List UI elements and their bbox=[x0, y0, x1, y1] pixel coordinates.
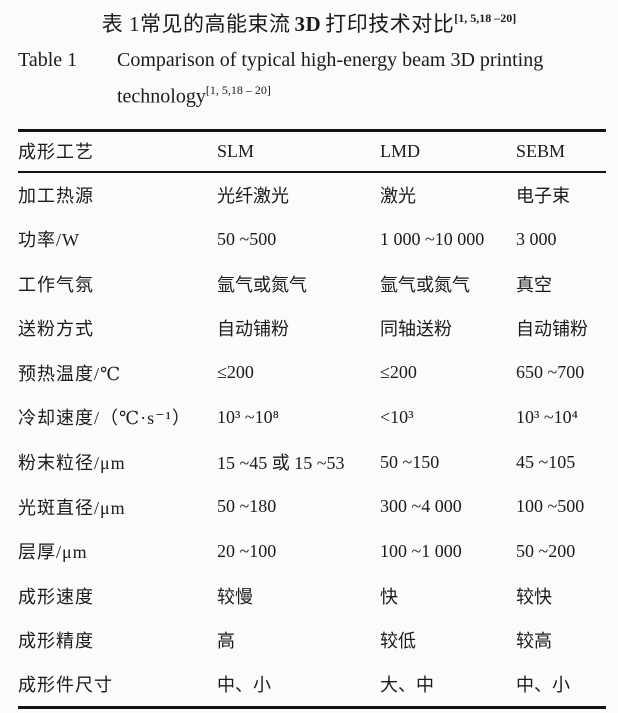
table-title-en-line2: technology bbox=[117, 85, 206, 108]
cell-slm: 10³ ~10⁸ bbox=[217, 406, 279, 427]
cell-slm: ≤200 bbox=[217, 362, 254, 383]
cell-sebm: 自动铺粉 bbox=[516, 319, 588, 340]
cell-slm: 自动铺粉 bbox=[217, 319, 289, 340]
table-title-zh-bold: 3D bbox=[294, 12, 322, 36]
cell-sebm: 电子束 bbox=[516, 185, 570, 206]
cell-lmd: 较低 bbox=[380, 631, 416, 652]
table-row: 成形件尺寸 中、小 大、中 中、小 bbox=[18, 663, 606, 708]
cell-sebm: 650 ~700 bbox=[516, 362, 585, 383]
cell-lmd: 快 bbox=[380, 586, 398, 607]
cell-sebm: 较高 bbox=[516, 631, 552, 652]
cell-lmd: 50 ~150 bbox=[380, 451, 440, 472]
cell-sebm: 真空 bbox=[516, 274, 552, 295]
row-label: 功率/W bbox=[18, 230, 80, 251]
table-header-row: 成形工艺 SLM LMD SEBM bbox=[18, 130, 606, 174]
cell-sebm: 50 ~200 bbox=[516, 540, 576, 561]
table-row: 送粉方式 自动铺粉 同轴送粉 自动铺粉 bbox=[18, 306, 606, 351]
citation-ref-en: [1, 5,18 – 20] bbox=[205, 83, 271, 97]
cell-sebm: 3 000 bbox=[516, 228, 557, 249]
table-row: 层厚/μm 20 ~100 100 ~1 000 50 ~200 bbox=[18, 529, 606, 574]
table-title-zh-text-2: 打印技术对比 bbox=[325, 12, 455, 36]
cell-lmd: ≤200 bbox=[380, 362, 417, 383]
row-label: 层厚/μm bbox=[18, 542, 88, 563]
cell-slm: 氩气或氮气 bbox=[217, 274, 307, 295]
cell-sebm: 较快 bbox=[516, 586, 552, 607]
cell-lmd: 激光 bbox=[380, 185, 416, 206]
column-header-slm: SLM bbox=[217, 130, 380, 174]
row-label: 冷却速度/（℃·s⁻¹） bbox=[18, 408, 192, 429]
table-row: 加工热源 光纤激光 激光 电子束 bbox=[18, 172, 606, 217]
cell-lmd: 氩气或氮气 bbox=[380, 274, 470, 295]
column-header-lmd: LMD bbox=[380, 130, 516, 174]
row-label: 送粉方式 bbox=[18, 319, 94, 340]
table-row: 成形速度 较慢 快 较快 bbox=[18, 574, 606, 619]
cell-sebm: 45 ~105 bbox=[516, 451, 576, 472]
cell-slm: 50 ~500 bbox=[217, 228, 277, 249]
cell-slm: 15 ~45 或 15 ~53 bbox=[217, 453, 345, 474]
row-label: 加工热源 bbox=[18, 185, 94, 206]
cell-lmd: 1 000 ~10 000 bbox=[380, 228, 485, 249]
cell-slm: 中、小 bbox=[217, 675, 271, 696]
table-row: 冷却速度/（℃·s⁻¹） 10³ ~10⁸ <10³ 10³ ~10⁴ bbox=[18, 395, 606, 440]
table-row: 预热温度/℃ ≤200 ≤200 650 ~700 bbox=[18, 351, 606, 396]
table-title-en: Table 1 Comparison of typical high-energ… bbox=[18, 45, 618, 113]
cell-lmd: 大、中 bbox=[380, 675, 434, 696]
row-label: 粉末粒径/μm bbox=[18, 453, 126, 474]
citation-ref-zh: [1, 5,18 –20] bbox=[454, 11, 517, 25]
table-row: 粉末粒径/μm 15 ~45 或 15 ~53 50 ~150 45 ~105 bbox=[18, 440, 606, 485]
table-row: 成形精度 高 较低 较高 bbox=[18, 618, 606, 663]
table-title-en-label: Table 1 bbox=[18, 49, 78, 71]
row-label: 光斑直径/μm bbox=[18, 497, 126, 518]
cell-lmd: <10³ bbox=[380, 406, 414, 427]
row-label: 预热温度/℃ bbox=[18, 363, 122, 384]
cell-lmd: 100 ~1 000 bbox=[380, 540, 462, 561]
cell-lmd: 同轴送粉 bbox=[380, 319, 452, 340]
cell-sebm: 中、小 bbox=[516, 675, 570, 696]
column-header-process: 成形工艺 bbox=[18, 130, 217, 174]
table-title-en-text: Comparison of typical high-energy beam 3… bbox=[117, 45, 607, 113]
comparison-table: 成形工艺 SLM LMD SEBM 加工热源 光纤激光 激光 电子束 功率/W … bbox=[18, 128, 606, 709]
row-label: 成形速度 bbox=[18, 586, 94, 607]
cell-slm: 20 ~100 bbox=[217, 540, 277, 561]
cell-lmd: 300 ~4 000 bbox=[380, 496, 462, 517]
cell-sebm: 10³ ~10⁴ bbox=[516, 406, 578, 427]
table-title-zh: 表 1常见的高能束流 3D 打印技术对比[1, 5,18 –20] bbox=[0, 5, 618, 38]
cell-slm: 50 ~180 bbox=[217, 496, 277, 517]
cell-slm: 高 bbox=[217, 631, 235, 652]
table-title-zh-label: 表 1 bbox=[101, 12, 141, 36]
cell-slm: 较慢 bbox=[217, 586, 253, 607]
row-label: 成形精度 bbox=[18, 631, 94, 652]
row-label: 成形件尺寸 bbox=[18, 675, 113, 696]
table-row: 光斑直径/μm 50 ~180 300 ~4 000 100 ~500 bbox=[18, 484, 606, 529]
cell-sebm: 100 ~500 bbox=[516, 496, 585, 517]
table-title-en-line1: Comparison of typical high-energy beam 3… bbox=[117, 49, 544, 71]
row-label: 工作气氛 bbox=[18, 274, 94, 295]
table-row: 工作气氛 氩气或氮气 氩气或氮气 真空 bbox=[18, 261, 606, 306]
table-row: 功率/W 50 ~500 1 000 ~10 000 3 000 bbox=[18, 217, 606, 262]
cell-slm: 光纤激光 bbox=[217, 185, 289, 206]
table-title-zh-text-1: 常见的高能束流 bbox=[140, 12, 291, 36]
column-header-sebm: SEBM bbox=[516, 130, 606, 174]
